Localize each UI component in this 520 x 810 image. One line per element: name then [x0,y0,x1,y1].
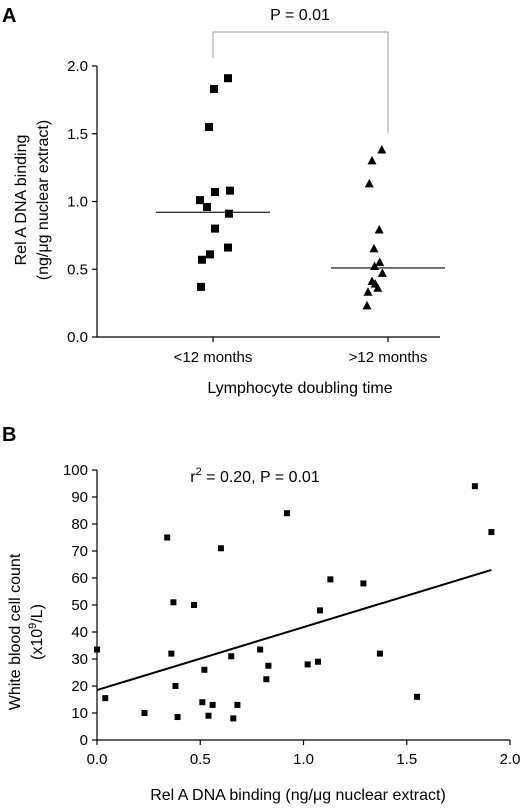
panel-b-annot-r: r [190,469,196,486]
panel-a-xtick-label-0: <12 months [174,349,253,366]
panel-b-point-29 [488,529,495,536]
panel-b-point-20 [283,510,290,517]
panel-b-annot-rest: = 0.20, P = 0.01 [202,469,320,486]
panel-a-plot: 0.0 0.5 1.0 1.5 2.0 <12 months >12 months [67,31,445,366]
panel-a-point-triangle-2 [364,178,374,188]
panel-a-point-triangle-5 [375,257,385,266]
panel-a-point-square-1 [210,85,218,94]
panel-b-ytick-label-0: 0 [80,732,88,749]
panel-b-ylabel-sup: 9 [27,623,39,629]
panel-b-point-11 [205,712,212,719]
panel-b-ylabel-line2: (x109/L) [27,604,46,660]
panel-b-point-19 [265,662,272,669]
panel-a-point-square-3 [226,186,234,195]
panel-a-ytick-label-1: 0.5 [67,261,88,278]
panel-b-xtick-label-3: 1.5 [396,751,417,768]
panel-b-point-9 [199,699,206,706]
panel-a-point-triangle-3 [374,224,384,234]
panel-b-point-26 [376,650,383,657]
panel-a-ytick-label-3: 1.5 [67,126,88,143]
panel-b-point-21 [304,661,311,668]
panel-b-ytick-label-3: 30 [71,651,88,668]
panel-b-point-1 [102,695,109,702]
panel-b-xtick-label-1: 0.5 [190,751,211,768]
panel-b-ytick-label-9: 90 [71,489,88,506]
panel-b-plot: 0 10 20 30 40 50 60 70 80 90 100 0.0 0.5 1.0 1.5 2.0 [63,462,520,768]
panel-a-point-square-5 [196,196,204,205]
panel-b-point-7 [174,714,181,721]
panel-b-ylabel-post: /L) [29,604,46,623]
panel-b-ytick-label-5: 50 [71,597,88,614]
panel-b-point-5 [170,599,177,606]
panel-a-ylabel-line2: (ng/μg nuclear extract) [35,120,52,280]
panel-b-ylabel-pre: (x10 [29,629,46,660]
panel-b-point-18 [263,676,270,683]
panel-b-point-6 [172,683,179,689]
panel-b-point-12 [209,701,216,708]
panel-b-point-27 [414,693,421,700]
panel-b-point-17 [257,646,264,653]
panel-b-ytick-label-7: 70 [71,543,88,560]
panel-a-ytick-label-2: 1.0 [67,194,88,211]
panel-b-point-22 [314,658,321,665]
panel-a-ytick-label-0: 0.0 [67,329,88,346]
panel-a-point-triangle-11 [363,287,373,296]
panel-b-label: B [2,424,16,446]
panel-a-point-square-2 [205,122,213,131]
panel-a-p-value: P = 0.01 [270,7,330,24]
panel-b-point-28 [471,483,478,490]
panel-b-ytick-label-4: 40 [71,624,88,641]
panel-a-point-square-4 [211,188,219,197]
panel-b-ytick-label-8: 80 [71,516,88,533]
panel-a-point-triangle-12 [362,300,372,310]
panel-b-regression-line [96,568,492,692]
panel-b-annot-sup: 2 [196,466,202,478]
panel-b-point-24 [327,576,334,583]
panel-a-point-triangle-1 [367,155,377,165]
panel-a-ylabel-line1: Rel A DNA binding [13,135,30,266]
panel-b-xtick-label-0: 0.0 [87,751,108,768]
panel-a-point-square-8 [211,224,219,233]
panel-b-point-10 [201,666,208,673]
panel-b-ytick-label-1: 10 [71,705,88,722]
panel-b-annotation: r2 = 0.20, P = 0.01 [190,466,320,486]
panel-a-point-square-0 [224,74,232,83]
panel-a-point-triangle-10 [373,283,383,292]
panel-a-point-square-9 [224,243,232,252]
panel-a-point-triangle-0 [377,145,387,154]
panel-a-point-square-10 [206,250,214,259]
panel-b-point-13 [217,545,224,552]
panel-b-point-23 [317,607,324,614]
panel-a-xtick-label-1: >12 months [349,349,428,366]
panel-a-xlabel: Lymphocyte doubling time [207,380,392,397]
panel-b-point-2 [141,710,148,716]
panel-b-ylabel-line1: White blood cell count [7,553,24,710]
panel-a-point-triangle-6 [370,261,380,271]
panel-b-ytick-label-2: 20 [71,678,88,695]
panel-a-point-triangle-7 [377,268,387,277]
panel-a-point-triangle-4 [369,243,379,253]
panel-a-point-square-7 [225,209,233,218]
panel-b-point-14 [228,653,235,660]
panel-a-point-square-6 [203,202,211,211]
panel-b-point-16 [234,701,241,708]
panel-b-xlabel: Rel A DNA binding (ng/μg nuclear extract… [150,787,446,804]
panel-a-point-square-12 [197,282,205,291]
panel-a-significance-bracket [212,31,389,133]
panel-a-ytick-label-4: 2.0 [67,58,88,75]
panel-b-point-8 [191,602,198,608]
panel-b-point-4 [168,650,175,657]
panel-b-ytick-label-6: 60 [71,570,88,587]
panel-b-point-15 [230,715,237,722]
panel-a-point-square-11 [198,255,206,264]
panel-b-point-3 [164,534,171,541]
panel-b-point-0 [94,646,100,653]
panel-b-ytick-label-10: 100 [63,462,88,479]
panel-b-xtick-label-4: 2.0 [500,751,520,768]
panel-b-point-25 [360,580,367,587]
panel-a-label: A [2,5,16,27]
panel-b-xtick-label-2: 1.0 [293,751,314,768]
